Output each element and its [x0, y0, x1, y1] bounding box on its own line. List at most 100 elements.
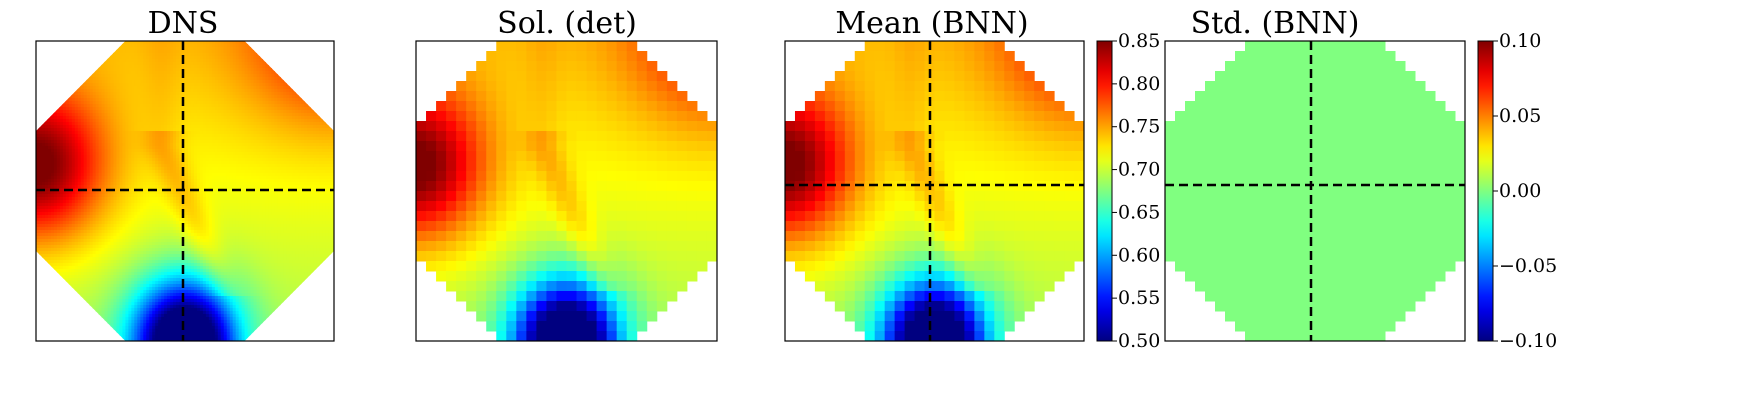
heatmap-cell: [38, 176, 43, 180]
heatmap-cell: [38, 50, 43, 54]
heatmap-cell: [265, 86, 270, 90]
heatmap-cell: [98, 107, 103, 111]
heatmap-cell: [316, 98, 320, 102]
heatmap-cell: [316, 89, 320, 93]
heatmap-cell: [128, 77, 132, 81]
heatmap-cell: [217, 119, 222, 123]
heatmap-cell: [214, 44, 219, 48]
heatmap-cell: [223, 116, 228, 120]
heatmap-cell: [185, 80, 189, 84]
heatmap-cell: [259, 173, 264, 177]
heatmap-cell: [176, 59, 180, 63]
heatmap-cell: [47, 92, 52, 96]
heatmap-cell: [74, 185, 79, 189]
heatmap-cell: [250, 101, 255, 105]
heatmap-cell: [86, 89, 91, 93]
heatmap-cell: [131, 41, 135, 45]
heatmap-cell: [244, 62, 249, 66]
heatmap-cell: [205, 134, 210, 138]
heatmap-cell: [128, 149, 132, 153]
heatmap-cell: [256, 92, 261, 96]
heatmap-cell: [265, 47, 270, 51]
heatmap-cell: [119, 101, 124, 105]
heatmap-cell: [247, 158, 252, 162]
heatmap-cell: [152, 173, 156, 177]
heatmap-cell: [238, 89, 243, 93]
heatmap-cell: [74, 131, 79, 135]
heatmap-cell: [158, 143, 162, 147]
heatmap-cell: [319, 176, 323, 180]
heatmap-cell: [328, 77, 332, 81]
heatmap-cell: [131, 77, 135, 81]
heatmap-cell: [104, 86, 109, 90]
heatmap-cell: [185, 164, 189, 168]
heatmap-cell: [277, 125, 281, 129]
heatmap-cell: [277, 110, 281, 114]
heatmap-cell: [262, 83, 267, 87]
heatmap-cell: [322, 125, 326, 129]
heatmap-cell: [170, 167, 174, 171]
heatmap-cell: [256, 47, 261, 51]
heatmap-cell: [331, 131, 334, 135]
heatmap-cell: [50, 164, 55, 168]
heatmap-cell: [271, 149, 275, 153]
heatmap-cell: [220, 170, 225, 174]
heatmap-cell: [137, 71, 141, 75]
heatmap-cell: [167, 119, 171, 123]
heatmap-cell: [89, 164, 94, 168]
heatmap-cell: [205, 143, 210, 147]
heatmap-cell: [199, 53, 204, 57]
heatmap-cell: [226, 146, 231, 150]
heatmap-cell: [259, 62, 264, 66]
heatmap-cell: [170, 95, 174, 99]
heatmap-cell: [229, 92, 234, 96]
heatmap-cell: [229, 155, 234, 159]
heatmap-cell: [241, 143, 246, 147]
heatmap-cell: [232, 131, 237, 135]
heatmap-cell: [304, 113, 308, 117]
heatmap-cell: [158, 113, 162, 117]
heatmap-cell: [95, 68, 100, 72]
heatmap-cell: [217, 62, 222, 66]
heatmap-cell: [152, 143, 156, 147]
heatmap-cell: [313, 164, 317, 168]
heatmap-cell: [319, 68, 323, 72]
heatmap-cell: [158, 89, 162, 93]
heatmap-cell: [304, 95, 308, 99]
heatmap-cell: [325, 68, 329, 72]
heatmap-cell: [149, 131, 153, 135]
heatmap-cell: [53, 95, 58, 99]
heatmap-cell: [196, 143, 201, 147]
heatmap-cell: [92, 182, 97, 186]
heatmap-cell: [316, 122, 320, 126]
heatmap-cell: [155, 98, 159, 102]
heatmap-cell: [202, 71, 207, 75]
heatmap-cell: [68, 134, 73, 138]
heatmap-cell: [125, 170, 129, 174]
heatmap-cell: [83, 185, 88, 189]
heatmap-cell: [256, 143, 261, 147]
heatmap-cell: [116, 185, 121, 189]
heatmap-cell: [325, 47, 329, 51]
heatmap-cell: [229, 140, 234, 144]
heatmap-cell: [322, 80, 326, 84]
heatmap-cell: [77, 110, 82, 114]
heatmap-cell: [74, 83, 79, 87]
heatmap-cell: [268, 119, 273, 123]
heatmap-cell: [152, 59, 156, 63]
heatmap-cell: [280, 170, 284, 174]
heatmap-cell: [205, 74, 210, 78]
heatmap-cell: [149, 71, 153, 75]
heatmap-cell: [122, 119, 126, 123]
heatmap-cell: [304, 86, 308, 90]
heatmap-cell: [238, 92, 243, 96]
heatmap-cell: [116, 104, 121, 108]
heatmap-cell: [47, 116, 52, 120]
heatmap-cell: [50, 182, 55, 186]
heatmap-cell: [143, 167, 147, 171]
heatmap-cell: [149, 53, 153, 57]
heatmap-cell: [50, 158, 55, 162]
heatmap-cell: [125, 128, 129, 132]
heatmap-cell: [253, 188, 258, 192]
heatmap-cell: [68, 74, 73, 78]
